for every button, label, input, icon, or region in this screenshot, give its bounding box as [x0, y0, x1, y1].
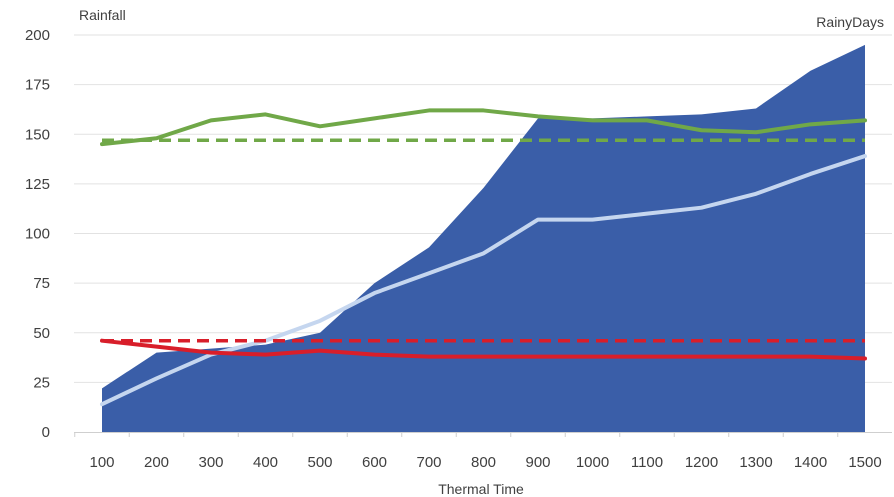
x-tick-label: 400: [253, 454, 278, 471]
x-tick-label: 1400: [794, 454, 827, 471]
x-tick-label: 800: [471, 454, 496, 471]
x-tick-label: 1200: [685, 454, 718, 471]
axes: 0 25 50 75 100 125 150 175 200 100 200 300 400 500 600…: [25, 27, 892, 471]
y-tick-label: 75: [33, 275, 50, 292]
x-tick-label: 1100: [631, 454, 663, 471]
series-line-4: [100, 338, 867, 361]
x-tick-label: 1500: [848, 454, 881, 471]
y-tick-label: 125: [25, 176, 50, 193]
series-line-2: [100, 108, 867, 147]
x-tick-label: 1000: [576, 454, 609, 471]
y-axis-title: Rainfall: [79, 7, 126, 23]
y-tick-label: 150: [25, 126, 50, 143]
x-tick-label: 600: [362, 454, 387, 471]
series-line-1: [100, 154, 867, 407]
x-tick-label: 900: [525, 454, 550, 471]
y-tick-label: 50: [33, 325, 50, 342]
series-area-0: [102, 44, 865, 433]
y-tick-label: 175: [25, 77, 50, 94]
y-tick-label: 200: [25, 27, 50, 44]
x-tick-label: 700: [416, 454, 441, 471]
x-tick-label: 200: [144, 454, 169, 471]
series-layer: [100, 44, 867, 433]
x-tick-label: 500: [307, 454, 332, 471]
x-tick-label: 100: [89, 454, 114, 471]
secondary-axis-title: RainyDays: [816, 14, 884, 30]
y-tick-label: 0: [42, 424, 50, 441]
y-tick-label: 100: [25, 226, 50, 243]
x-tick-label: 1300: [739, 454, 772, 471]
y-tick-label: 25: [33, 374, 50, 391]
x-tick-label: 300: [198, 454, 223, 471]
x-axis-title: Thermal Time: [438, 481, 524, 497]
